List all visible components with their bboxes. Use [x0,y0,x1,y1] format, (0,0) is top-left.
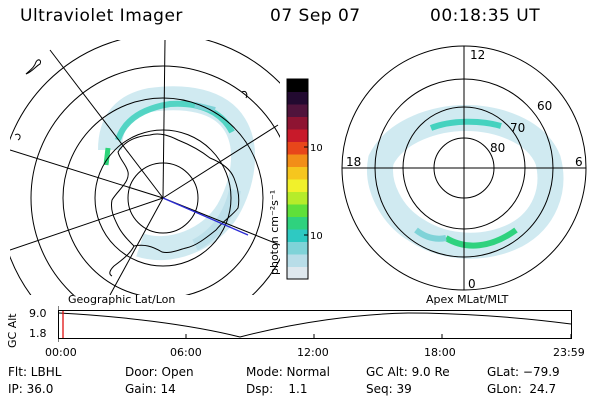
colorbar-swatch [287,204,308,217]
mlt-lines [342,46,586,290]
info-seq: Seq: 39 [366,382,412,396]
timeline-xlabel-0000: 00:00 [45,346,77,359]
colorbar-swatch [287,191,308,205]
colorbar: 100 10 photon cm⁻²s⁻¹ [268,78,322,280]
geographic-caption: Geographic Lat/Lon [68,293,176,306]
timeline-xlabel-2359: 23:59 [553,346,585,359]
geographic-map [10,40,280,295]
colorbar-swatch [287,216,308,230]
colorbar-swatch [287,229,308,242]
colorbar-swatch [287,254,308,267]
mlt-label-18: 18 [346,155,361,169]
mlt-label-6: 6 [575,155,583,169]
colorbar-swatch [287,154,308,167]
colorbar-unit-label: photon cm⁻²s⁻¹ [268,190,281,275]
colorbar-swatch [287,79,308,92]
magnetic-map: 12 18 6 0 60 70 80 [341,45,587,291]
colorbar-tick-label-100: 100 [310,143,322,154]
mlt-label-12: 12 [470,48,485,62]
mlat-label-80: 80 [490,141,505,155]
image-time: 00:18:35 UT [430,6,541,26]
colorbar-swatch [287,141,308,155]
apex-caption: Apex MLat/MLT [426,293,509,306]
timeline-ytick-top: 9.0 [29,307,47,320]
coastline-fragment [25,59,41,75]
info-dsp: Dsp: 1.1 [246,382,308,396]
colorbar-swatch [287,91,308,105]
timeline-xlabel-1200: 12:00 [297,346,329,359]
app-title: Ultraviolet Imager [20,6,183,26]
info-glat: GLat: −79.9 [487,365,560,379]
info-gain: Gain: 14 [125,382,176,396]
info-ip: IP: 36.0 [8,382,54,396]
timeline-ytick-bottom: 1.8 [29,327,47,340]
sensor-line [162,197,249,236]
mlt-label-0: 0 [468,277,476,291]
info-mode: Mode: Normal [246,365,330,379]
mlat-label-60: 60 [537,99,552,113]
colorbar-swatches [287,79,308,280]
colorbar-swatch [287,116,308,130]
colorbar-swatch [287,266,308,280]
colorbar-swatch [287,179,308,192]
altitude-curve [58,312,572,338]
auroral-oval-left [98,86,256,261]
timeline-ylabel: GC Alt [6,313,19,348]
info-filter: Flt: LBHL [8,365,62,379]
colorbar-tick-label-10: 10 [310,231,322,242]
info-glon: GLon: 24.7 [487,382,557,396]
altitude-timeline [58,306,572,342]
timeline-xlabel-0600: 06:00 [170,346,202,359]
colorbar-frame [286,78,309,280]
image-date: 07 Sep 07 [270,6,361,26]
timeline-xlabel-1800: 18:00 [424,346,456,359]
colorbar-swatch [287,166,308,180]
auroral-oval-right [367,104,564,259]
info-door: Door: Open [125,365,194,379]
antarctica-outline [111,133,240,253]
colorbar-swatch [287,129,308,142]
colorbar-swatch [287,241,308,255]
peninsula-outline [109,245,135,277]
colorbar-swatch [287,104,308,117]
mlat-label-70: 70 [510,121,525,135]
longitude-lines [10,40,280,295]
info-gc-alt: GC Alt: 9.0 Re [366,365,450,379]
